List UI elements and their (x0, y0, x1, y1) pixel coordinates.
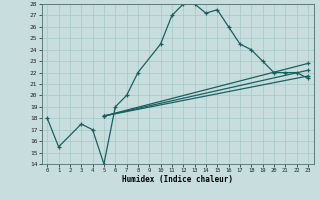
X-axis label: Humidex (Indice chaleur): Humidex (Indice chaleur) (122, 175, 233, 184)
